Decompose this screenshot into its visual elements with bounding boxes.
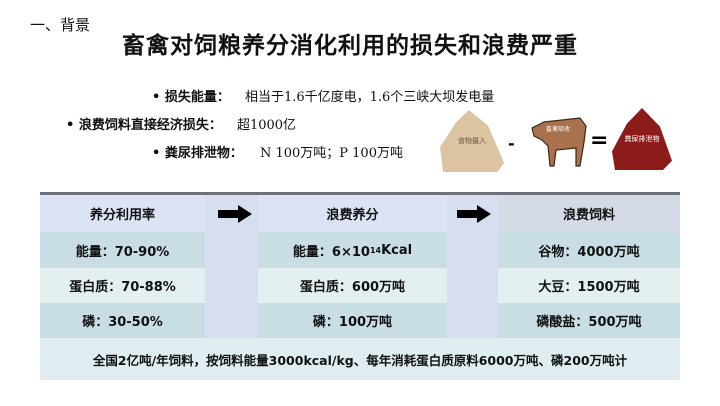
nutrient-waste-table: 养分利用率 浪费养分 浪费饲料 能量：70-90% 蛋白质：70-88% 磷：3… <box>40 192 680 380</box>
header-wasted-feed: 浪费饲料 <box>498 195 680 232</box>
section-heading: 一、背景 <box>30 16 91 34</box>
bullet-value: 相当于1.6千亿度电，1.6个三峡大坝发电量 <box>244 90 495 105</box>
energy-waste-base: 能量：6×10 <box>292 244 370 260</box>
bullet-value: N 100万吨；P 100万吨 <box>259 146 403 161</box>
cell-phosphorus-rate: 磷：30-50% <box>40 303 205 338</box>
cell-protein-rate: 蛋白质：70-88% <box>40 268 205 303</box>
energy-waste-exponent: 14 <box>369 245 382 255</box>
bullet-energy-loss: • 损失能量： 相当于1.6千亿度电，1.6个三峡大坝发电量 <box>152 90 495 105</box>
arrow-right-icon <box>457 205 491 223</box>
minus-sign: - <box>508 134 515 153</box>
equals-sign: = <box>590 128 609 153</box>
cow-icon: 畜禽吸收 <box>530 112 590 172</box>
bullet-label: 粪尿排泄物： <box>164 146 243 161</box>
bullet-economic-loss: • 浪费饲料直接经济损失： 超1000亿 <box>66 118 297 133</box>
cell-energy-rate: 能量：70-90% <box>40 232 205 268</box>
bullet-label: 浪费饲料直接经济损失： <box>78 118 222 133</box>
energy-waste-unit: Kcal <box>381 242 413 258</box>
cell-grain-waste: 谷物：4000万吨 <box>498 232 680 268</box>
food-intake-pile: 食物摄入 <box>440 110 504 172</box>
slide-title: 畜禽对饲粮养分消化利用的损失和浪费严重 <box>122 33 578 59</box>
absorb-label: 畜禽吸收 <box>546 126 571 133</box>
bullet-label: 损失能量： <box>164 90 230 105</box>
cell-phosphate-waste: 磷酸盐：500万吨 <box>498 303 680 338</box>
cell-energy-waste: 能量：6×10 14 Kcal <box>258 232 447 268</box>
bullet-value: 超1000亿 <box>236 118 297 133</box>
table-footer-note: 全国2亿吨/年饲料，按饲料能量3000kcal/kg、每年消耗蛋白质原料6000… <box>40 338 680 380</box>
header-utilization: 养分利用率 <box>40 195 205 232</box>
header-wasted-nutrients: 浪费养分 <box>258 195 447 232</box>
arrow-right-icon <box>218 205 252 223</box>
cell-soybean-waste: 大豆：1500万吨 <box>498 268 680 303</box>
cell-protein-waste: 蛋白质：600万吨 <box>258 268 447 303</box>
bullet-excreta: • 粪尿排泄物： N 100万吨；P 100万吨 <box>152 146 403 161</box>
cell-phosphorus-waste: 磷：100万吨 <box>258 303 447 338</box>
excreta-pile: 粪尿排泄物 <box>612 108 672 170</box>
